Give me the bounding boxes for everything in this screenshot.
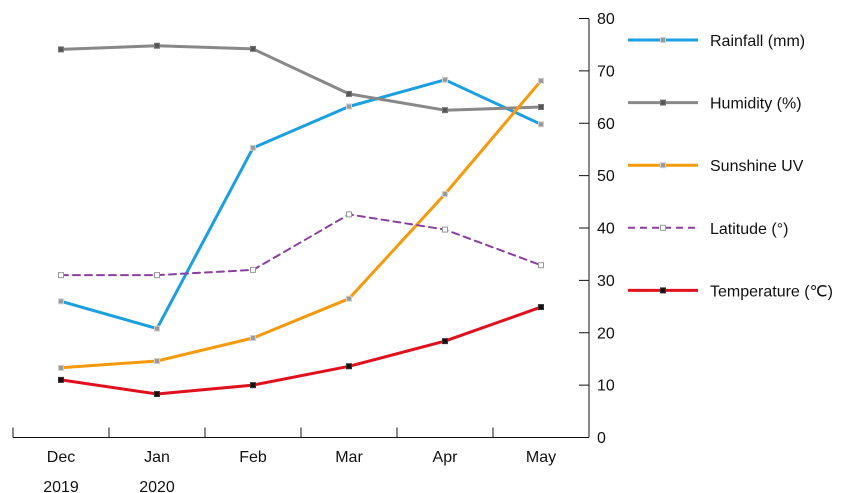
data-point: [250, 266, 256, 273]
data-point: [442, 76, 448, 83]
series-line: [59, 78, 543, 331]
data-point: [154, 325, 160, 332]
data-point: [346, 211, 352, 218]
data-point: [538, 121, 544, 128]
x-tick-label: Feb: [239, 449, 267, 466]
data-point: [154, 358, 160, 365]
y-tick-label: 80: [597, 11, 615, 28]
data-point: [538, 77, 544, 84]
data-point: [58, 376, 64, 383]
y-tick-label: 20: [597, 325, 615, 342]
legend: Rainfall (mm) Humidity (%) Sunshine UV Lati…: [628, 33, 833, 300]
legend-label: Sunshine UV: [710, 158, 804, 175]
series-line: [59, 79, 543, 370]
x-tick-label: Apr: [433, 449, 459, 466]
y-tick-label: 70: [597, 63, 615, 80]
x-tick-label: May: [526, 449, 556, 466]
y-tick-label: 50: [597, 168, 615, 185]
legend-marker: [660, 162, 666, 169]
series-group: [58, 304, 544, 398]
legend-item: Rainfall (mm): [628, 33, 805, 50]
data-point: [250, 45, 256, 52]
x-tick-label: Mar: [335, 449, 363, 466]
data-point: [346, 103, 352, 110]
data-point: [442, 226, 448, 233]
y-tick-label: 30: [597, 273, 615, 290]
legend-label: Latitude (°): [710, 221, 788, 238]
data-point: [538, 104, 544, 111]
legend-marker: [660, 224, 666, 231]
data-point: [154, 42, 160, 49]
series-group: [58, 77, 544, 371]
data-point: [538, 262, 544, 269]
data-point: [346, 90, 352, 97]
y-tick-label: 60: [597, 116, 615, 133]
series-line: [59, 305, 543, 396]
x-tick-label: Dec: [47, 449, 75, 466]
data-point: [442, 107, 448, 114]
series-line: [59, 44, 543, 112]
legend-item: Sunshine UV: [628, 158, 804, 175]
data-point: [442, 338, 448, 345]
y-tick-label: 40: [597, 221, 615, 238]
legend-marker: [660, 37, 666, 43]
x-tick-sublabel: 2019: [43, 479, 79, 493]
data-point: [538, 304, 544, 311]
legend-item: Humidity (%): [628, 96, 802, 113]
legend-label: Temperature (℃): [710, 283, 833, 300]
series-layer: [58, 42, 544, 398]
data-point: [58, 272, 64, 279]
legend-marker: [660, 287, 666, 294]
data-point: [154, 272, 160, 279]
legend-item: Temperature (℃): [628, 283, 833, 300]
legend-marker: [660, 99, 666, 106]
y-tick-label: 0: [597, 430, 606, 447]
y-tick-label: 10: [597, 378, 615, 395]
data-point: [58, 364, 64, 371]
data-point: [154, 391, 160, 398]
legend-item: Latitude (°): [628, 221, 788, 238]
legend-label: Humidity (%): [710, 96, 802, 113]
data-point: [250, 334, 256, 341]
series-group: [58, 211, 544, 279]
data-point: [250, 382, 256, 389]
x-tick-label: Jan: [144, 449, 170, 466]
legend-label: Rainfall (mm): [710, 33, 805, 50]
data-point: [58, 46, 64, 53]
x-axis: Dec 2019 Jan 2020 Feb Mar Apr May: [12, 427, 590, 493]
data-point: [346, 363, 352, 370]
data-point: [58, 298, 64, 305]
x-tick-sublabel: 2020: [139, 479, 175, 493]
data-point: [346, 295, 352, 302]
series-group: [58, 42, 544, 114]
data-point: [250, 144, 256, 151]
data-point: [442, 190, 448, 197]
series-line: [60, 213, 542, 277]
series-group: [58, 76, 544, 332]
y-axis: 0 10 20 30 40 50 60 70 80: [579, 11, 615, 447]
